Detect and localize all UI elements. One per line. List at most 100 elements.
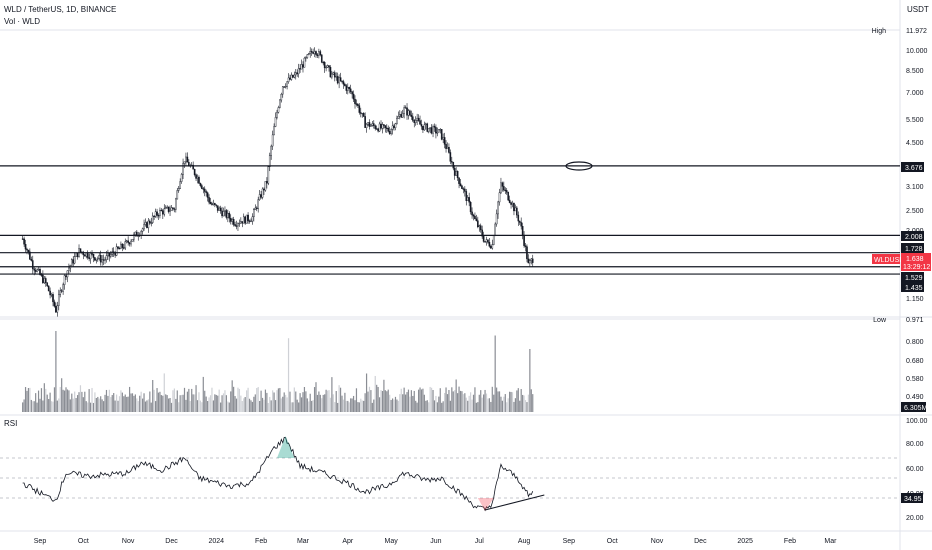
volume-bar: [498, 391, 501, 412]
candle-body: [163, 208, 166, 215]
candle-body: [198, 176, 200, 184]
candle-body: [440, 129, 443, 140]
candle-body: [225, 210, 228, 218]
volume-bar: [279, 387, 281, 412]
candle-body: [267, 166, 270, 184]
candle-body: [461, 185, 463, 189]
candle-body: [85, 252, 88, 257]
candle-body: [286, 81, 288, 87]
last-price-value: 1.638: [906, 256, 924, 263]
volume-bar: [250, 400, 252, 412]
candle-body: [124, 241, 127, 249]
volume-bar: [455, 379, 457, 412]
candle-body: [426, 123, 429, 132]
candle-body: [34, 270, 37, 272]
candle-body: [114, 252, 116, 256]
chart-title[interactable]: WLD / TetherUS, 1D, BINANCE: [4, 5, 116, 14]
volume-bar: [363, 400, 365, 412]
volume-bar: [449, 400, 451, 412]
volume-bar: [394, 396, 397, 412]
volume-bar: [176, 390, 178, 412]
volume-bar: [221, 395, 223, 412]
horizontal-levels[interactable]: [0, 165, 900, 275]
volume-bar: [483, 394, 485, 412]
level-tag: [901, 272, 924, 282]
rsi-trendline[interactable]: [484, 494, 545, 511]
annotation-ellipse[interactable]: [565, 161, 593, 171]
volume-bar: [283, 392, 285, 412]
candle-body: [498, 192, 501, 203]
candle-body: [368, 122, 371, 127]
candle-body: [323, 62, 326, 69]
candle-body: [201, 185, 203, 189]
candle-body: [258, 194, 261, 200]
candle-body: [240, 221, 242, 224]
volume-bar: [270, 400, 272, 412]
volume-bar: [227, 401, 229, 412]
candle-body: [180, 174, 183, 182]
volume-bar: [280, 398, 282, 412]
candle-body: [131, 239, 134, 242]
volume-bar: [292, 402, 294, 412]
volume-bar: [488, 398, 490, 412]
candle-body: [361, 112, 364, 115]
volume-bar: [470, 392, 472, 412]
candle-body: [169, 210, 171, 212]
candle-body: [438, 129, 440, 133]
volume-bar: [305, 391, 307, 412]
candle-body: [281, 86, 284, 95]
volume-bar: [254, 394, 256, 412]
volume-bar: [352, 395, 355, 412]
time-label: Sep: [563, 538, 576, 545]
volume-bar: [68, 390, 70, 412]
candle-body: [289, 77, 291, 80]
volume-bar: [59, 387, 61, 412]
volume-bar: [259, 400, 261, 412]
level-tag-text: 2.008: [905, 234, 923, 241]
rsi-overbought-fill: [276, 436, 295, 458]
currency-label[interactable]: USDT: [907, 5, 929, 14]
volume-bar: [143, 393, 145, 412]
candle-body: [306, 54, 309, 58]
volume-bar: [243, 398, 245, 412]
volume-bar: [403, 387, 405, 412]
candle-body: [24, 244, 27, 250]
candle-body: [110, 254, 112, 257]
candle-body: [307, 53, 310, 55]
candle-body: [501, 182, 504, 187]
volume-label[interactable]: Vol · WLD: [4, 17, 40, 26]
volume-bar: [49, 392, 51, 412]
volume-scale[interactable]: 0.800 0.680 0.580 0.490 6.305M: [901, 339, 928, 412]
volume-bar: [441, 402, 443, 412]
candle-body: [209, 202, 212, 205]
candle-body: [479, 225, 482, 231]
candle-body: [98, 255, 101, 259]
candle-body: [345, 85, 348, 91]
volume-bar: [48, 399, 50, 412]
candle-body: [57, 294, 60, 306]
volume-bar: [481, 397, 483, 412]
candle-body: [488, 242, 491, 247]
candle-body: [469, 201, 472, 213]
candle-body: [315, 51, 317, 55]
candle-body: [367, 122, 369, 125]
volume-bar: [266, 392, 268, 412]
candle-body: [254, 207, 257, 210]
rsi-label[interactable]: RSI: [4, 419, 17, 428]
volume-bar: [141, 398, 144, 412]
level-tag: [901, 282, 924, 292]
candle-body: [439, 129, 442, 131]
candle-body: [127, 240, 129, 243]
rsi-scale[interactable]: 100.00 80.00 60.00 40.00 20.00 34.95: [901, 418, 928, 522]
volume-bar: [406, 392, 408, 412]
volume-bar: [118, 396, 121, 412]
volume-bar: [322, 394, 324, 412]
candle-body: [332, 72, 335, 75]
volume-bar: [300, 397, 303, 412]
price-scale[interactable]: High 11.972 10.000 8.500 7.000 5.500 4.5…: [872, 28, 931, 324]
volume-bar: [183, 387, 186, 412]
candle-body: [394, 123, 397, 128]
candle-body: [336, 76, 339, 84]
candle-body: [91, 253, 93, 255]
candle-body: [459, 183, 462, 187]
